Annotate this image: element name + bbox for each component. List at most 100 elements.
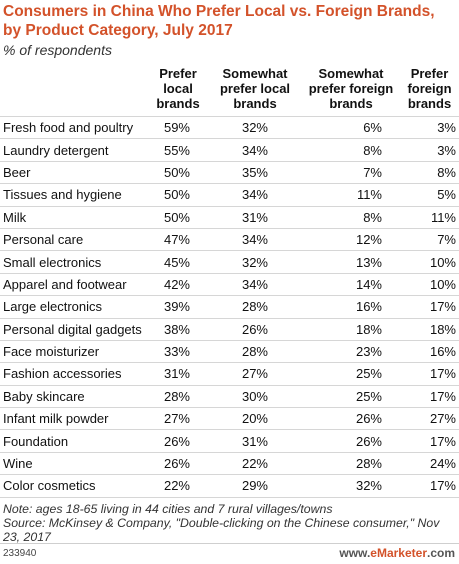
value-cell: 8%	[302, 138, 402, 162]
value-cell: 26%	[302, 429, 402, 453]
row-category: Fashion accessories	[0, 362, 148, 386]
value-cell: 26%	[302, 407, 402, 430]
value-cell: 22%	[210, 451, 302, 475]
value-cell: 39%	[148, 295, 210, 319]
value-cell: 7%	[402, 227, 459, 251]
value-cell: 30%	[210, 384, 302, 408]
value-cell: 28%	[210, 339, 302, 363]
row-category: Wine	[0, 451, 148, 475]
brand-logo: www.eMarketer.com	[339, 546, 455, 560]
note-text: Note: ages 18-65 living in 44 cities and…	[3, 502, 333, 516]
column-header: Somewhat prefer local brands	[219, 66, 291, 111]
data-table: Prefer local brands Somewhat prefer loca…	[0, 66, 459, 498]
value-cell: 29%	[210, 474, 302, 498]
footer: 233940 www.eMarketer.com	[0, 543, 459, 564]
brand-suffix: .com	[426, 546, 455, 560]
value-cell: 32%	[210, 115, 302, 139]
value-cell: 45%	[148, 250, 210, 274]
table-row: Beer 50% 35% 7% 8%	[0, 160, 459, 184]
value-cell: 24%	[402, 451, 459, 475]
value-cell: 16%	[402, 339, 459, 363]
value-cell: 32%	[210, 250, 302, 274]
value-cell: 47%	[148, 227, 210, 251]
value-cell: 10%	[402, 250, 459, 274]
value-cell: 42%	[148, 272, 210, 296]
table-row: Personal digital gadgets 38% 26% 18% 18%	[0, 317, 459, 341]
value-cell: 18%	[402, 317, 459, 341]
row-category: Milk	[0, 205, 148, 229]
brand-name: eMarketer	[370, 546, 427, 560]
value-cell: 38%	[148, 317, 210, 341]
row-category: Face moisturizer	[0, 339, 148, 363]
value-cell: 17%	[402, 384, 459, 408]
value-cell: 11%	[402, 205, 459, 229]
value-cell: 20%	[210, 407, 302, 430]
value-cell: 3%	[402, 138, 459, 162]
value-cell: 50%	[148, 160, 210, 184]
table-row: Color cosmetics 22% 29% 32% 17%	[0, 474, 459, 498]
value-cell: 17%	[402, 295, 459, 319]
table-row: Wine 26% 22% 28% 24%	[0, 451, 459, 475]
chart-subtitle: % of respondents	[3, 42, 112, 58]
row-category: Laundry detergent	[0, 138, 148, 162]
value-cell: 55%	[148, 138, 210, 162]
row-category: Personal care	[0, 227, 148, 251]
value-cell: 34%	[210, 272, 302, 296]
table-row: Milk 50% 31% 8% 11%	[0, 205, 459, 229]
brand-prefix: www.	[339, 546, 371, 560]
value-cell: 34%	[210, 227, 302, 251]
table-row: Small electronics 45% 32% 13% 10%	[0, 250, 459, 274]
value-cell: 26%	[148, 451, 210, 475]
value-cell: 5%	[402, 183, 459, 207]
column-header-category	[0, 66, 148, 117]
value-cell: 28%	[148, 384, 210, 408]
value-cell: 7%	[302, 160, 402, 184]
header-row: Prefer local brands Somewhat prefer loca…	[0, 66, 459, 117]
value-cell: 31%	[148, 362, 210, 386]
value-cell: 18%	[302, 317, 402, 341]
source-text: Source: McKinsey & Company, "Double-clic…	[3, 516, 440, 544]
value-cell: 34%	[210, 138, 302, 162]
value-cell: 26%	[210, 317, 302, 341]
table-row: Apparel and footwear 42% 34% 14% 10%	[0, 272, 459, 296]
row-category: Apparel and footwear	[0, 272, 148, 296]
value-cell: 27%	[210, 362, 302, 386]
table-row: Baby skincare 28% 30% 25% 17%	[0, 384, 459, 408]
row-category: Small electronics	[0, 250, 148, 274]
value-cell: 14%	[302, 272, 402, 296]
table-row: Fashion accessories 31% 27% 25% 17%	[0, 362, 459, 386]
value-cell: 16%	[302, 295, 402, 319]
row-category: Foundation	[0, 429, 148, 453]
row-category: Tissues and hygiene	[0, 183, 148, 207]
value-cell: 32%	[302, 474, 402, 498]
chart-id: 233940	[3, 548, 37, 559]
value-cell: 12%	[302, 227, 402, 251]
column-header: Prefer foreign brands	[407, 66, 452, 111]
column-header: Prefer local brands	[156, 66, 200, 111]
value-cell: 27%	[402, 407, 459, 430]
value-cell: 10%	[402, 272, 459, 296]
row-category: Color cosmetics	[0, 474, 148, 498]
value-cell: 8%	[402, 160, 459, 184]
table-row: Face moisturizer 33% 28% 23% 16%	[0, 339, 459, 363]
value-cell: 22%	[148, 474, 210, 498]
value-cell: 17%	[402, 362, 459, 386]
value-cell: 3%	[402, 115, 459, 139]
chart-title: Consumers in China Who Prefer Local vs. …	[3, 3, 435, 39]
table-row: Personal care 47% 34% 12% 7%	[0, 227, 459, 251]
value-cell: 17%	[402, 474, 459, 498]
value-cell: 35%	[210, 160, 302, 184]
value-cell: 13%	[302, 250, 402, 274]
value-cell: 8%	[302, 205, 402, 229]
table-row: Infant milk powder 27% 20% 26% 27%	[0, 407, 459, 430]
value-cell: 23%	[302, 339, 402, 363]
row-category: Beer	[0, 160, 148, 184]
value-cell: 31%	[210, 205, 302, 229]
value-cell: 50%	[148, 205, 210, 229]
value-cell: 25%	[302, 362, 402, 386]
value-cell: 28%	[210, 295, 302, 319]
value-cell: 59%	[148, 115, 210, 139]
value-cell: 31%	[210, 429, 302, 453]
table-row: Foundation 26% 31% 26% 17%	[0, 429, 459, 453]
